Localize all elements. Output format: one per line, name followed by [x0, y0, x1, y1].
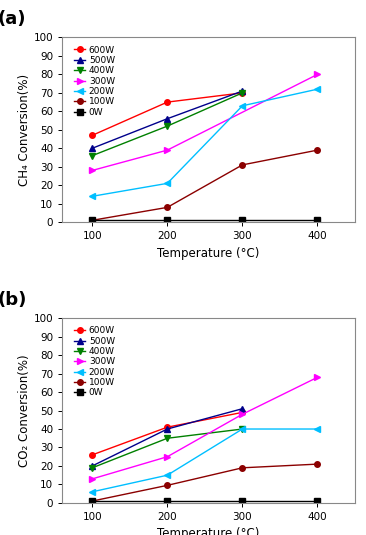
400W — [90, 464, 94, 471]
600W — [165, 424, 169, 430]
200W — [165, 180, 169, 187]
Y-axis label: CO₂ Conversion(%): CO₂ Conversion(%) — [18, 354, 31, 467]
Legend: 600W, 500W, 400W, 300W, 200W, 100W, 0W: 600W, 500W, 400W, 300W, 200W, 100W, 0W — [72, 44, 117, 119]
600W — [240, 90, 244, 96]
300W — [315, 71, 320, 78]
Legend: 600W, 500W, 400W, 300W, 200W, 100W, 0W: 600W, 500W, 400W, 300W, 200W, 100W, 0W — [72, 325, 117, 399]
500W — [90, 145, 94, 151]
Line: 200W: 200W — [89, 86, 320, 199]
100W — [240, 464, 244, 471]
400W — [165, 123, 169, 129]
300W — [165, 147, 169, 154]
100W — [315, 461, 320, 468]
200W — [240, 426, 244, 432]
Line: 400W: 400W — [89, 90, 245, 158]
200W — [165, 472, 169, 478]
0W — [90, 217, 94, 224]
Line: 500W: 500W — [89, 88, 245, 151]
Line: 0W: 0W — [89, 218, 320, 223]
200W — [90, 488, 94, 495]
Line: 600W: 600W — [89, 410, 245, 457]
Line: 400W: 400W — [89, 426, 245, 471]
400W — [90, 152, 94, 159]
300W — [90, 167, 94, 174]
300W — [240, 411, 244, 417]
100W — [315, 147, 320, 154]
600W — [90, 132, 94, 139]
100W — [165, 482, 169, 488]
Line: 300W: 300W — [89, 374, 320, 482]
600W — [90, 452, 94, 458]
X-axis label: Temperature (°C): Temperature (°C) — [157, 247, 260, 259]
Text: (b): (b) — [0, 291, 27, 309]
0W — [240, 498, 244, 505]
600W — [165, 99, 169, 105]
200W — [90, 193, 94, 200]
500W — [165, 116, 169, 122]
100W — [90, 498, 94, 505]
0W — [165, 217, 169, 224]
Line: 600W: 600W — [89, 90, 245, 138]
X-axis label: Temperature (°C): Temperature (°C) — [157, 528, 260, 535]
Text: (a): (a) — [0, 10, 26, 28]
400W — [240, 426, 244, 432]
0W — [315, 498, 320, 505]
500W — [165, 426, 169, 432]
600W — [240, 409, 244, 416]
500W — [240, 88, 244, 94]
100W — [165, 204, 169, 211]
Line: 200W: 200W — [89, 426, 320, 494]
500W — [90, 463, 94, 469]
300W — [315, 374, 320, 380]
200W — [315, 426, 320, 432]
Line: 500W: 500W — [89, 406, 245, 469]
400W — [165, 435, 169, 441]
100W — [240, 162, 244, 168]
200W — [240, 103, 244, 109]
Line: 100W: 100W — [89, 461, 320, 504]
Line: 100W: 100W — [89, 147, 320, 223]
0W — [240, 217, 244, 224]
300W — [90, 476, 94, 482]
100W — [90, 217, 94, 224]
400W — [240, 90, 244, 96]
Line: 0W: 0W — [89, 498, 320, 504]
0W — [165, 498, 169, 505]
500W — [240, 406, 244, 412]
300W — [165, 454, 169, 460]
0W — [90, 498, 94, 505]
Y-axis label: CH₄ Conversion(%): CH₄ Conversion(%) — [18, 74, 31, 186]
0W — [315, 217, 320, 224]
Line: 300W: 300W — [89, 72, 320, 173]
200W — [315, 86, 320, 93]
